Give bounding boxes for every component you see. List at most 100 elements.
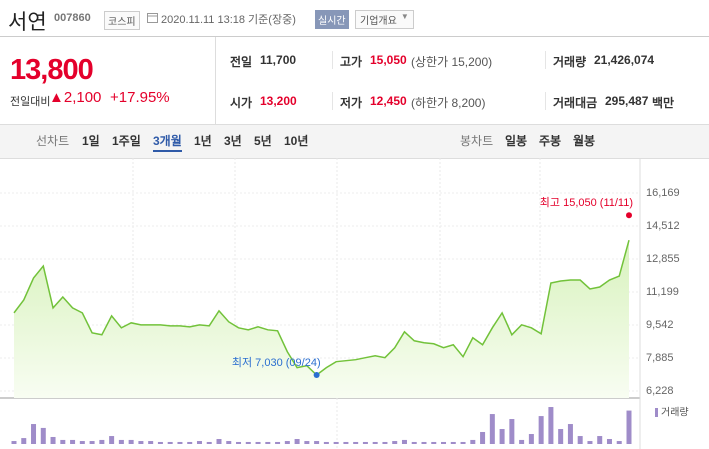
stat-note: (상한가 15,200) — [411, 55, 493, 69]
tab[interactable]: 월봉 — [573, 134, 596, 148]
volume-bar — [304, 441, 310, 444]
volume-bar — [294, 439, 300, 444]
volume-bar — [411, 441, 417, 444]
volume-bar — [450, 441, 456, 444]
volume-bar — [460, 441, 466, 444]
volume-bar — [118, 439, 124, 444]
divider — [545, 51, 546, 69]
current-price: 13,800 — [10, 54, 94, 86]
tab[interactable]: 10년 — [284, 134, 309, 148]
divider — [332, 92, 333, 110]
annotation-marker — [626, 212, 632, 219]
volume-bar — [509, 419, 515, 444]
volume-bar — [245, 441, 251, 444]
dropdown-arrow: ▼ — [400, 12, 409, 21]
volume-bar — [31, 424, 37, 444]
annotation-marker — [313, 372, 320, 379]
volume-bar — [441, 441, 447, 444]
stat-value: 295,487 — [605, 94, 649, 108]
volume-bar — [431, 441, 437, 444]
volume-bar — [167, 441, 173, 444]
volume-bar — [206, 441, 212, 444]
divider — [332, 51, 333, 69]
legend-swatch — [655, 408, 658, 417]
volume-bar — [528, 434, 534, 444]
divider — [0, 36, 709, 37]
volume-bar — [558, 429, 564, 444]
realtime-button[interactable]: 실시간 — [315, 10, 349, 29]
volume-bar — [79, 441, 85, 444]
tab: 봉차트 — [460, 134, 494, 148]
volume-bar — [382, 441, 388, 444]
stat-note: (하한가 8,200) — [411, 96, 486, 110]
tab[interactable]: 1일 — [82, 134, 100, 148]
y-tick-label: 11,199 — [646, 286, 679, 298]
volume-bar — [265, 441, 271, 444]
change-label: 전일대비 — [10, 96, 51, 108]
stat-value: 15,050 — [370, 53, 407, 67]
volume-bar — [606, 439, 612, 444]
tab[interactable]: 1년 — [194, 134, 212, 148]
volume-bar — [196, 441, 202, 444]
price-line — [13, 239, 630, 377]
stat-label: 저가 — [340, 96, 363, 110]
volume-bar — [89, 441, 95, 444]
volume-bar — [567, 424, 573, 444]
tab[interactable]: 1주일 — [112, 134, 141, 148]
stat-label: 거래량 — [553, 55, 587, 69]
stat-value: 11,700 — [260, 53, 297, 67]
volume-bar — [50, 436, 56, 444]
volume-bar — [21, 438, 27, 444]
stat-value: 13,200 — [260, 94, 297, 108]
volume-bar — [157, 441, 163, 444]
tab[interactable]: 일봉 — [505, 134, 528, 148]
stat-unit: 백만 — [652, 96, 675, 110]
volume-bar — [236, 441, 242, 444]
volume-bar — [519, 439, 525, 444]
y-tick-label: 9,542 — [646, 319, 674, 331]
stat-value: 21,426,074 — [594, 53, 655, 67]
volume-bar — [372, 441, 378, 444]
volume-bar — [401, 439, 407, 444]
volume-bar — [421, 441, 427, 444]
volume-bar — [314, 441, 320, 444]
volume-bar — [70, 439, 76, 444]
calendar-icon — [147, 13, 158, 23]
stat-value: 12,450 — [370, 94, 407, 108]
tab[interactable]: 주봉 — [539, 134, 562, 148]
price-change: ▲2,100 — [49, 89, 102, 106]
stat-label: 거래대금 — [553, 96, 598, 110]
y-tick-label: 16,169 — [646, 187, 680, 199]
volume-bar — [489, 414, 495, 444]
volume-bar — [177, 441, 183, 444]
volume-bar — [577, 436, 583, 444]
tab[interactable]: 3개월 — [153, 132, 182, 152]
volume-bar — [138, 441, 144, 444]
y-tick-label: 14,512 — [646, 220, 680, 232]
volume-bar — [40, 427, 46, 444]
tab[interactable]: 3년 — [224, 134, 242, 148]
stat-label: 고가 — [340, 55, 363, 69]
market-badge: 코스피 — [104, 11, 140, 30]
volume-bar — [353, 441, 359, 444]
divider — [545, 92, 546, 110]
volume-bar — [187, 441, 193, 444]
company-info-dropdown[interactable]: 기업개요 ▼ — [355, 10, 414, 29]
volume-bar — [128, 439, 134, 444]
stat-label: 전일 — [230, 55, 253, 69]
stock-code: 007860 — [54, 12, 91, 24]
volume-bar — [587, 441, 593, 444]
volume-bar — [99, 439, 105, 444]
legend-label: 거래량 — [661, 407, 689, 419]
stat-label: 시가 — [230, 96, 253, 110]
price-chart: 16,169 14,512 12,855 11,199 9,542 7,885 6,228 거… — [0, 158, 689, 449]
y-tick-label: 6,228 — [646, 385, 674, 397]
volume-bar — [548, 407, 554, 444]
volume-bar — [538, 416, 544, 444]
volume-bar — [626, 410, 632, 444]
volume-bar — [470, 439, 476, 444]
timestamp: 2020.11.11 13:18 기준(장중) — [161, 14, 296, 26]
price-area — [14, 240, 629, 398]
tab[interactable]: 5년 — [254, 134, 272, 148]
